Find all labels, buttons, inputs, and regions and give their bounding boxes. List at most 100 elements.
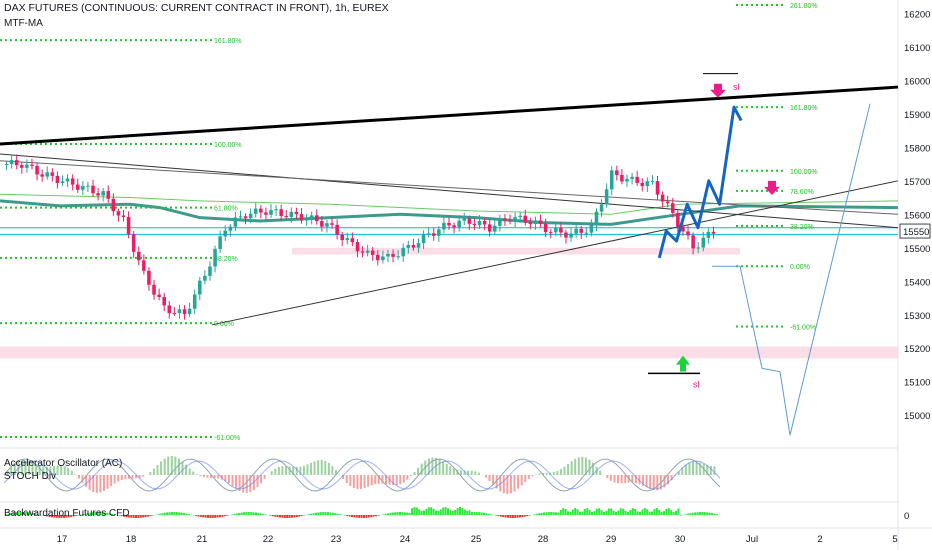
candle-body <box>706 231 711 238</box>
candle-body <box>177 309 182 314</box>
candle-body <box>640 182 645 187</box>
candle-body <box>645 181 650 187</box>
candle-body <box>518 215 522 218</box>
candle-body <box>492 225 497 232</box>
candle-body <box>269 210 273 215</box>
candle-body <box>96 193 100 196</box>
candle-body <box>65 178 70 182</box>
candle-body <box>208 266 212 276</box>
candle-body <box>472 223 477 226</box>
arrow-up-icon <box>676 355 690 372</box>
indicator-label-stoch[interactable]: STOCH Div <box>4 471 57 482</box>
time-tick-label: 28 <box>538 534 549 545</box>
candle-body <box>635 176 639 183</box>
candle-body <box>574 228 578 234</box>
candle-body <box>625 178 629 182</box>
candle-body <box>81 186 85 190</box>
support-zone <box>292 247 740 255</box>
time-tick-label: 22 <box>263 534 274 545</box>
candle-body <box>508 220 512 222</box>
osc-axis-label: 0 <box>904 511 909 522</box>
sl-label: sl <box>693 379 700 389</box>
candle-body <box>309 215 314 219</box>
candle-body <box>284 216 289 218</box>
candle-body <box>462 218 467 221</box>
candle-body <box>559 227 563 233</box>
time-tick-label: 5 <box>892 534 897 545</box>
candle-body <box>30 164 34 166</box>
candle-body <box>192 294 197 309</box>
candle-body <box>604 189 609 205</box>
fib-level-label: 0.00% <box>790 264 810 271</box>
candle-body <box>355 242 360 252</box>
candle-body <box>330 223 334 225</box>
time-tick-label: 30 <box>675 534 686 545</box>
price-tick-label: 15400 <box>904 277 930 288</box>
candle-body <box>477 220 482 226</box>
candle-body <box>365 250 370 253</box>
candle-body <box>264 212 268 215</box>
candle-body <box>157 294 161 297</box>
time-tick-label: 24 <box>400 534 411 545</box>
candle-body <box>437 229 441 236</box>
candle-body <box>259 208 263 213</box>
candle-body <box>20 165 24 168</box>
candle-body <box>228 226 233 231</box>
candle-body <box>50 172 55 176</box>
candle-body <box>233 217 238 227</box>
fib-level-label: 38.20% <box>214 256 238 263</box>
candle-body <box>609 170 614 190</box>
candle-body <box>426 233 431 235</box>
sl-label: sl <box>733 82 740 92</box>
support-zone <box>0 346 898 359</box>
price-tick-label: 15600 <box>904 210 930 221</box>
candle-body <box>14 160 19 166</box>
candle-body <box>681 226 685 232</box>
time-tick-label: 17 <box>57 534 68 545</box>
chart-title: DAX FUTURES (CONTINUOUS: CURRENT CONTRAC… <box>4 2 389 14</box>
candle-body <box>676 212 680 227</box>
trendline-descending <box>0 160 899 215</box>
candle-body <box>314 215 319 222</box>
candle-body <box>4 164 9 166</box>
candle-body <box>620 174 624 182</box>
candle-body <box>223 230 228 237</box>
arrow-down-icon <box>710 83 726 98</box>
candle-body <box>9 160 14 165</box>
indicator-label-accelerator[interactable]: Accelerator Oscillator (AC) <box>4 458 123 469</box>
candle-body <box>101 191 105 196</box>
candle-body <box>198 280 202 295</box>
candle-body <box>431 233 436 236</box>
candle-body <box>335 224 339 235</box>
price-tick-label: 16200 <box>904 9 930 20</box>
candle-body <box>142 260 146 271</box>
time-tick-label: 18 <box>126 534 137 545</box>
candle-body <box>487 224 492 232</box>
indicator-label-backwardation[interactable]: Backwardation Futures CFD <box>4 508 130 519</box>
candle-body <box>187 308 192 314</box>
fib-level-label: 161.80% <box>790 105 818 112</box>
candle-body <box>564 232 568 238</box>
candle-body <box>665 201 670 204</box>
price-tick-label: 15550 <box>903 227 929 238</box>
price-tick-label: 15800 <box>904 143 930 154</box>
candle-body <box>411 244 416 248</box>
candle-body <box>615 170 619 175</box>
indicator-label-mtf-ma[interactable]: MTF-MA <box>4 18 43 29</box>
candle-body <box>299 214 304 221</box>
candle-body <box>589 225 594 233</box>
price-tick-label: 15200 <box>904 344 930 355</box>
price-axis-bg <box>898 0 932 550</box>
candle-body <box>325 223 329 227</box>
candle-body <box>106 191 111 199</box>
candle-body <box>203 275 207 281</box>
price-tick-label: 16000 <box>904 76 930 87</box>
fib-level-label: -61.00% <box>790 324 816 331</box>
price-tick-label: 16100 <box>904 43 930 54</box>
fib-level-label: 38.20% <box>790 224 814 231</box>
candle-body <box>162 296 166 306</box>
candle-body <box>294 211 299 215</box>
fib-level-label: 161.80% <box>214 38 242 45</box>
candle-body <box>55 175 60 184</box>
